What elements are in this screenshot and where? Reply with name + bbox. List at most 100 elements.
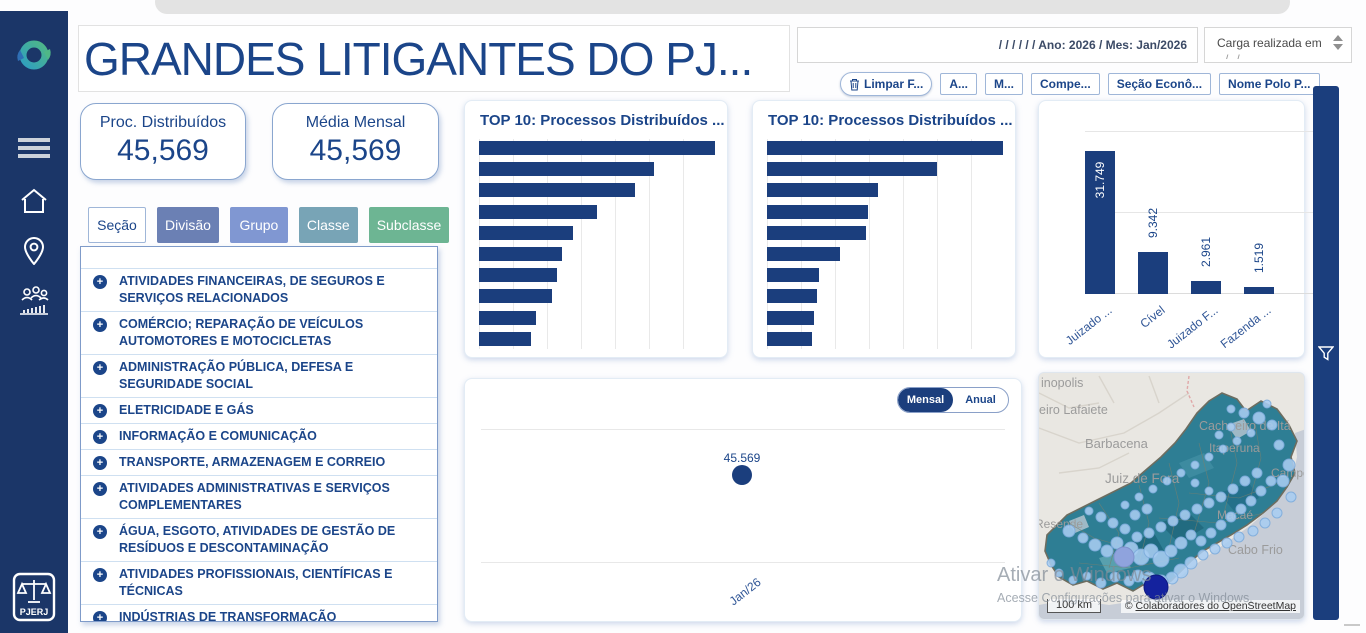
map-bubble[interactable] bbox=[1129, 509, 1141, 521]
h-bar-0[interactable] bbox=[767, 141, 1003, 155]
menu-icon[interactable] bbox=[16, 131, 52, 167]
map-bubble[interactable] bbox=[1100, 544, 1114, 558]
expand-plus-icon[interactable]: + bbox=[93, 430, 107, 444]
choropleth-map[interactable]: inopolis eiro Lafaiete Barbacena Juiz de Fo… bbox=[1038, 372, 1305, 620]
h-bar-8[interactable] bbox=[479, 311, 536, 325]
map-bubble[interactable] bbox=[1190, 460, 1200, 470]
map-bubble[interactable] bbox=[1215, 491, 1227, 503]
map-bubble[interactable] bbox=[1285, 491, 1297, 503]
map-bubble[interactable] bbox=[1095, 511, 1107, 523]
carga-spinner[interactable] bbox=[1333, 35, 1343, 50]
map-bubble[interactable] bbox=[1088, 538, 1102, 552]
map-bubble[interactable] bbox=[1225, 511, 1237, 523]
map-bubble[interactable] bbox=[1204, 452, 1214, 462]
map-bubble[interactable] bbox=[1205, 527, 1217, 539]
map-bubble[interactable] bbox=[1221, 537, 1233, 549]
map-bubble[interactable] bbox=[1259, 517, 1271, 529]
map-bubble[interactable] bbox=[1227, 483, 1239, 495]
h-bar-3[interactable] bbox=[479, 205, 597, 219]
map-bubble[interactable] bbox=[1262, 399, 1272, 409]
map-bubble[interactable] bbox=[1174, 536, 1188, 550]
map-bubble[interactable] bbox=[1265, 475, 1277, 487]
map-bubble[interactable] bbox=[1226, 404, 1236, 414]
map-bubble[interactable] bbox=[1238, 407, 1250, 419]
tab-seção[interactable]: Seção bbox=[88, 207, 146, 243]
h-bar-7[interactable] bbox=[767, 289, 817, 303]
header-button-2[interactable]: M... bbox=[985, 73, 1024, 95]
map-bubble[interactable] bbox=[1134, 492, 1144, 502]
map-bubble[interactable] bbox=[1276, 474, 1290, 488]
map-bubble[interactable] bbox=[1120, 500, 1130, 510]
tab-divisão[interactable]: Divisão bbox=[157, 207, 219, 243]
header-button-0[interactable]: Limpar F... bbox=[840, 72, 933, 96]
map-bubble[interactable] bbox=[1226, 422, 1236, 432]
location-pin-icon[interactable] bbox=[16, 233, 52, 269]
h-bar-8[interactable] bbox=[767, 311, 814, 325]
header-button-1[interactable]: A... bbox=[940, 73, 978, 95]
home-icon[interactable] bbox=[16, 183, 52, 219]
map-bubble[interactable] bbox=[1109, 571, 1121, 583]
map-bubble[interactable] bbox=[1233, 531, 1245, 543]
map-bubble[interactable] bbox=[1123, 575, 1135, 587]
map-bubble[interactable] bbox=[1119, 523, 1131, 535]
map-bubble[interactable] bbox=[1068, 575, 1078, 585]
section-list-item[interactable]: + ELETRICIDADE E GÁS bbox=[81, 398, 437, 424]
header-button-5[interactable]: Nome Polo P... bbox=[1219, 73, 1320, 95]
header-button-4[interactable]: Seção Econô... bbox=[1107, 73, 1212, 95]
map-bubble[interactable] bbox=[1107, 517, 1119, 529]
map-bubble[interactable] bbox=[1214, 430, 1224, 440]
section-list-item[interactable]: + INFORMAÇÃO E COMUNICAÇÃO bbox=[81, 424, 437, 450]
map-bubble[interactable] bbox=[1252, 411, 1266, 425]
map-bubble[interactable] bbox=[1152, 550, 1170, 568]
h-bar-6[interactable] bbox=[767, 268, 819, 282]
map-bubble[interactable] bbox=[1176, 468, 1186, 478]
map-bubble[interactable] bbox=[1190, 478, 1200, 488]
expand-plus-icon[interactable]: + bbox=[93, 525, 107, 539]
map-bubble[interactable] bbox=[1110, 536, 1124, 550]
tab-classe[interactable]: Classe bbox=[298, 207, 358, 243]
map-bubble[interactable] bbox=[1173, 563, 1189, 579]
map-bubble[interactable] bbox=[1239, 475, 1251, 487]
h-bar-2[interactable] bbox=[479, 183, 635, 197]
h-bar-1[interactable] bbox=[479, 162, 654, 176]
map-bubble[interactable] bbox=[1215, 519, 1227, 531]
trend-data-point[interactable] bbox=[732, 465, 752, 485]
section-list-item[interactable]: + ATIVIDADES ADMINISTRATIVAS E SERVIÇOS C… bbox=[81, 476, 437, 519]
map-bubble[interactable] bbox=[1273, 439, 1285, 451]
section-list-item[interactable]: + TRANSPORTE, ARMAZENAGEM E CORREIO bbox=[81, 450, 437, 476]
map-bubble[interactable] bbox=[1095, 577, 1107, 589]
expand-plus-icon[interactable]: + bbox=[93, 611, 107, 621]
h-bar-7[interactable] bbox=[479, 289, 552, 303]
map-bubble-dark[interactable] bbox=[1143, 574, 1169, 600]
h-bar-0[interactable] bbox=[479, 141, 715, 155]
section-list-item[interactable]: + ATIVIDADES FINANCEIRAS, DE SEGUROS E SE… bbox=[81, 269, 437, 312]
map-bubble[interactable] bbox=[1054, 568, 1064, 578]
map-bubble[interactable] bbox=[1247, 525, 1259, 537]
map-bubble[interactable] bbox=[1131, 569, 1145, 583]
map-bubble[interactable] bbox=[1162, 476, 1172, 486]
map-bubble[interactable] bbox=[1077, 532, 1089, 544]
map-bubble[interactable] bbox=[1246, 428, 1256, 438]
header-button-3[interactable]: Compe... bbox=[1031, 73, 1100, 95]
h-bar-5[interactable] bbox=[767, 247, 840, 261]
tab-subclasse[interactable]: Subclasse bbox=[368, 207, 450, 243]
map-bubble[interactable] bbox=[1197, 549, 1209, 561]
map-bubble[interactable] bbox=[1271, 507, 1283, 519]
expand-plus-icon[interactable]: + bbox=[93, 275, 107, 289]
map-bubble[interactable] bbox=[1251, 467, 1263, 479]
expand-plus-icon[interactable]: + bbox=[93, 482, 107, 496]
osm-link[interactable]: Colaboradores do OpenStreetMap bbox=[1135, 600, 1296, 612]
expand-plus-icon[interactable]: + bbox=[93, 456, 107, 470]
h-bar-5[interactable] bbox=[479, 247, 562, 261]
h-bar-2[interactable] bbox=[767, 183, 878, 197]
map-bubble[interactable] bbox=[1203, 497, 1215, 509]
column-bar-3[interactable] bbox=[1244, 287, 1274, 294]
map-bubble[interactable] bbox=[1185, 529, 1197, 541]
map-bubble[interactable] bbox=[1204, 486, 1214, 496]
map-bubble[interactable] bbox=[1179, 509, 1191, 521]
h-bar-4[interactable] bbox=[767, 226, 866, 240]
filter-pane-strip[interactable] bbox=[1313, 86, 1339, 620]
toggle-mensal[interactable]: Mensal bbox=[898, 388, 953, 412]
expand-plus-icon[interactable]: + bbox=[93, 568, 107, 582]
map-bubble[interactable] bbox=[1164, 544, 1178, 558]
